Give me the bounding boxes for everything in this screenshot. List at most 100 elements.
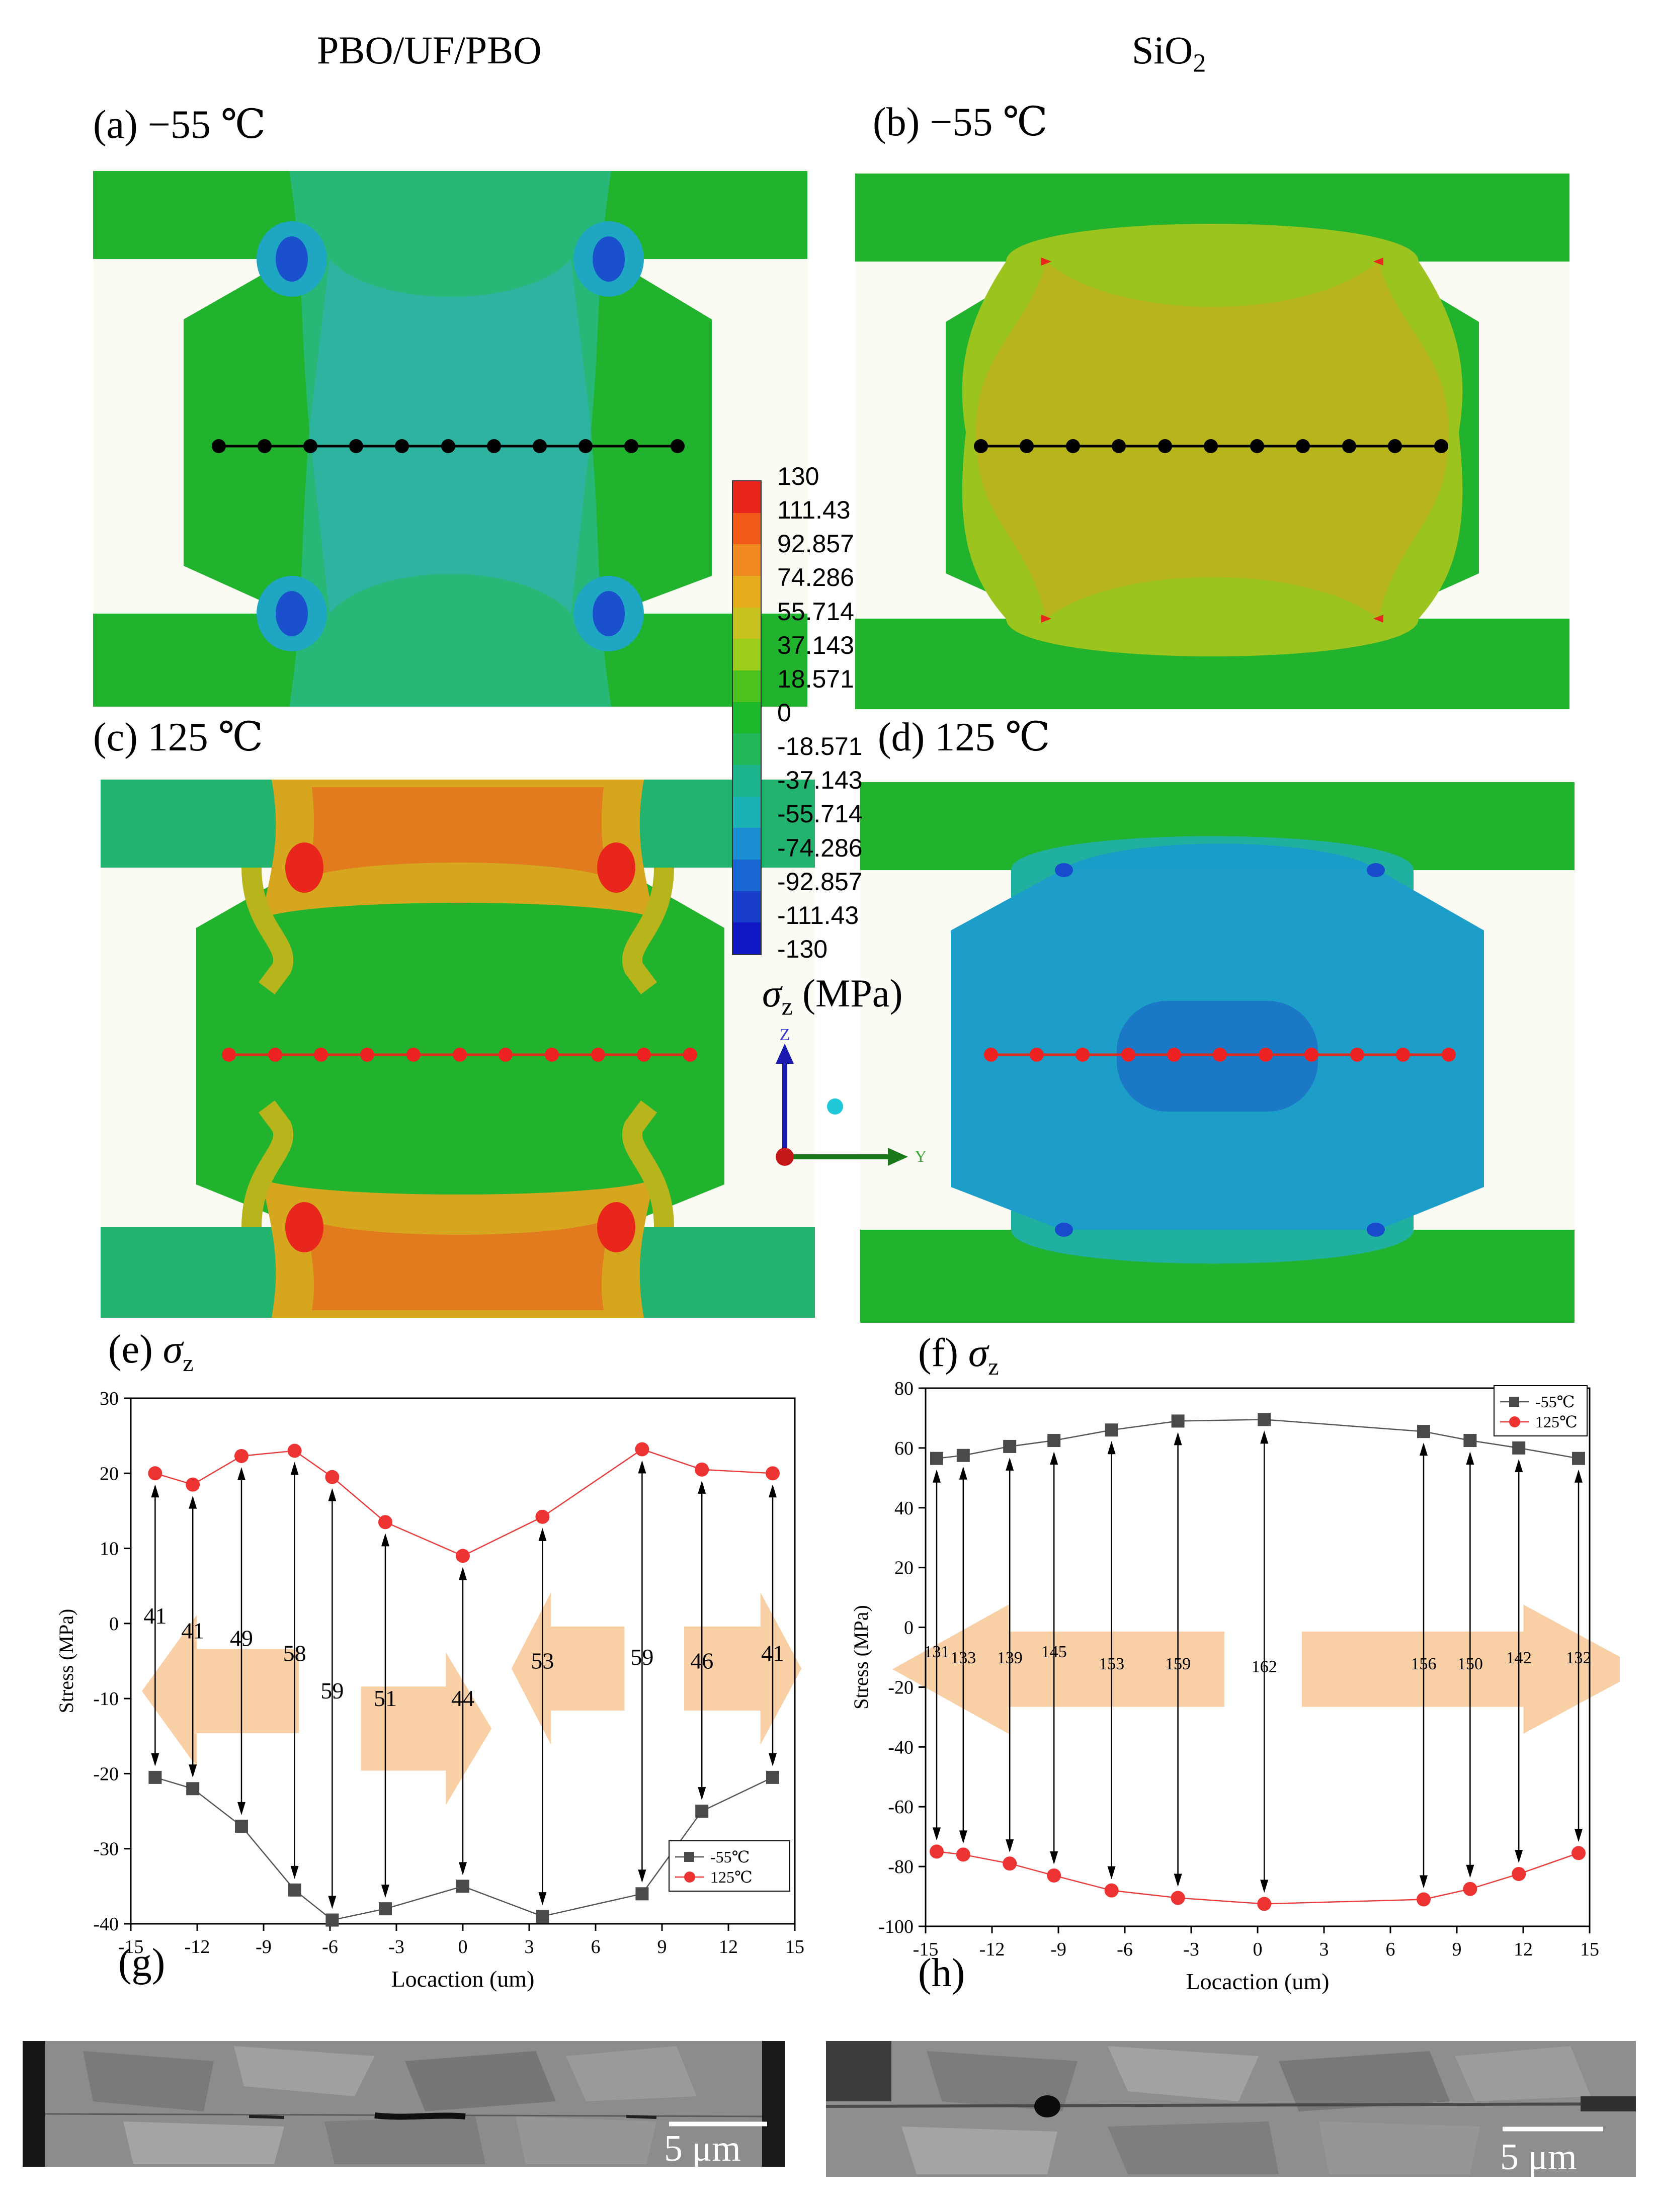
data-point-circle: [1104, 1883, 1119, 1898]
difference-label: 41: [143, 1603, 167, 1629]
difference-arrow-head: [538, 1892, 547, 1906]
difference-arrow-head: [189, 1764, 197, 1778]
legend-marker: [684, 1871, 695, 1883]
legend-box: [669, 1840, 790, 1892]
difference-arrow-head: [638, 1460, 646, 1474]
difference-arrow-head: [1260, 1880, 1269, 1893]
y-tick-label: -80: [888, 1856, 914, 1878]
x-tick-label: -6: [322, 1936, 338, 1958]
difference-arrow-head: [698, 1480, 706, 1494]
difference-arrow-head: [290, 1865, 299, 1879]
colorbar-tick-label: 55.714: [777, 597, 854, 626]
data-point-circle: [956, 1847, 970, 1862]
fea-panel-b: [855, 171, 1569, 709]
x-tick-label: -12: [979, 1939, 1005, 1960]
colorbar-tick-label: -111.43: [777, 901, 859, 929]
legend-marker: [1509, 1416, 1520, 1427]
legend-label: 125℃: [710, 1868, 753, 1886]
difference-label: 133: [950, 1649, 976, 1667]
difference-arrow-head: [933, 1469, 941, 1483]
difference-label: 59: [630, 1644, 653, 1670]
y-tick-label: -20: [888, 1677, 914, 1698]
data-point-circle: [234, 1449, 249, 1463]
difference-label: 49: [230, 1626, 253, 1651]
data-point-square: [956, 1449, 970, 1462]
colorbar-tick-label: 74.286: [777, 563, 854, 592]
data-point-circle: [287, 1443, 302, 1458]
difference-arrow-head: [638, 1869, 646, 1883]
panel-label-c: (c) 125 ℃: [93, 715, 264, 759]
difference-arrow-head: [1420, 1875, 1428, 1889]
data-point-square: [766, 1770, 779, 1784]
data-point-square: [1463, 1434, 1477, 1448]
colorbar-swatch: [733, 764, 761, 797]
chart-f: -15 -12 -9 -6 -3 0 3 6 9 12 15 -100 -80 -60 -40 -20 0 20 4…: [850, 1378, 1620, 1994]
x-tick-label: 9: [1452, 1939, 1462, 1960]
colorbar-tick-label: -18.571: [777, 732, 863, 761]
data-point-circle: [148, 1466, 162, 1481]
data-point-circle: [1572, 1846, 1586, 1860]
colorbar-swatch: [733, 575, 761, 608]
data-point-square: [1105, 1423, 1118, 1437]
data-point-square: [536, 1910, 549, 1923]
colorbar-unit: σz (MPa): [762, 971, 902, 1021]
x-tick-label: 0: [1253, 1939, 1263, 1960]
y-tick-label: 80: [894, 1378, 914, 1399]
difference-label: 142: [1506, 1649, 1532, 1667]
y-tick-label: 0: [904, 1618, 914, 1639]
difference-label: 153: [1099, 1655, 1124, 1673]
sigma-sub: z: [781, 992, 793, 1020]
difference-arrow-head: [1050, 1452, 1058, 1465]
y-tick-label: -20: [93, 1763, 119, 1784]
difference-label: 59: [320, 1678, 344, 1704]
x-tick-label: -6: [1117, 1939, 1133, 1960]
y-tick-label: -100: [878, 1916, 914, 1937]
x-axis-label: Locaction (um): [391, 1966, 535, 1992]
difference-arrow-head: [769, 1753, 777, 1766]
difference-arrow-head: [1107, 1441, 1116, 1455]
x-tick-label: 15: [1580, 1939, 1599, 1960]
data-point-circle: [1047, 1868, 1061, 1883]
difference-arrow-head: [1420, 1442, 1428, 1456]
data-point-circle: [186, 1477, 200, 1492]
x-tick-label: -3: [388, 1936, 404, 1958]
difference-label: 159: [1165, 1655, 1191, 1673]
y-tick-label: 60: [894, 1438, 914, 1459]
data-point-square: [1003, 1439, 1017, 1453]
difference-arrow-head: [1575, 1469, 1583, 1483]
axis-y-label: Y: [915, 1147, 926, 1166]
scale-bar-right-label: 5 μm: [1500, 2137, 1577, 2177]
difference-arrow-head: [933, 1827, 941, 1841]
colorbar-tick-label: -74.286: [777, 833, 863, 862]
series-line: [936, 1419, 1579, 1459]
fea-panel-c: [101, 777, 815, 1318]
chart-title-e-sigma: σ: [162, 1327, 183, 1372]
difference-arrow-head: [328, 1896, 337, 1909]
data-point-square: [456, 1880, 469, 1893]
x-tick-label: -12: [185, 1936, 210, 1958]
legend-label: 125℃: [1535, 1413, 1578, 1431]
difference-arrow-head: [1050, 1851, 1058, 1864]
difference-arrow-head: [189, 1495, 197, 1509]
legend-label: -55℃: [1535, 1393, 1575, 1411]
difference-arrow-head: [1575, 1829, 1583, 1842]
difference-arrow-head: [538, 1527, 547, 1541]
data-point-square: [288, 1883, 301, 1897]
panel-label-h: (h): [918, 1951, 965, 1995]
data-point-circle: [635, 1442, 649, 1457]
colorbar-swatch: [733, 607, 761, 639]
x-tick-label: 6: [1386, 1939, 1395, 1960]
y-tick-label: 30: [100, 1388, 119, 1409]
column-title-right-main: SiO: [1132, 28, 1193, 72]
fea-panel-d: [860, 780, 1575, 1323]
data-point-square: [186, 1782, 200, 1796]
y-axis-label: Stress (MPa): [55, 1609, 77, 1714]
data-point-square: [1171, 1414, 1185, 1428]
series-line: [936, 1851, 1579, 1905]
difference-arrow-head: [698, 1787, 706, 1801]
x-tick-label: -3: [1183, 1939, 1199, 1960]
difference-label: 131: [924, 1643, 950, 1661]
x-tick-label: 9: [657, 1936, 667, 1958]
data-point-circle: [930, 1844, 944, 1859]
difference-arrow-head: [1174, 1432, 1182, 1445]
